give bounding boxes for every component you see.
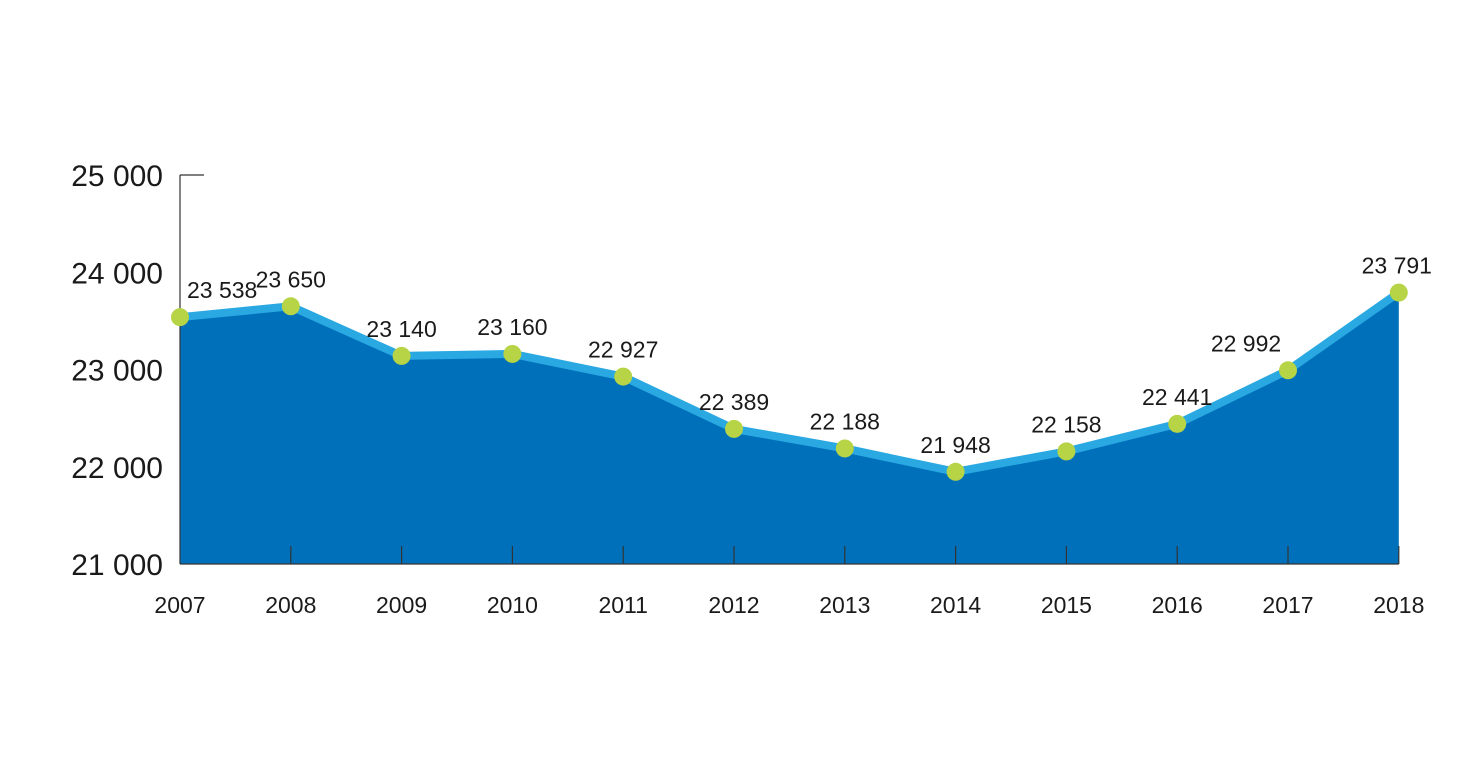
y-tick-label: 24 000 (71, 257, 163, 290)
data-label: 23 140 (366, 316, 436, 342)
x-tick-label: 2014 (930, 592, 981, 618)
area-fill (180, 292, 1399, 564)
x-tick-label: 2008 (265, 592, 316, 618)
data-point (946, 462, 965, 481)
series-line (176, 288, 1403, 476)
data-label: 23 538 (187, 277, 257, 303)
x-tick-label: 2017 (1262, 592, 1313, 618)
data-point (1168, 414, 1187, 433)
x-tick-label: 2007 (154, 592, 205, 618)
data-label: 22 188 (810, 408, 880, 434)
data-label: 22 441 (1142, 384, 1212, 410)
data-point (281, 297, 300, 316)
data-point (1389, 283, 1408, 302)
data-label: 22 158 (1031, 411, 1101, 437)
x-tick-label: 2009 (376, 592, 427, 618)
data-point (171, 308, 189, 327)
data-point (614, 367, 633, 386)
x-tick-label: 2013 (819, 592, 870, 618)
y-tick-label: 23 000 (71, 355, 163, 388)
y-tick-label: 21 000 (71, 549, 163, 582)
y-tick-label: 22 000 (71, 452, 163, 485)
data-label: 22 992 (1211, 330, 1281, 356)
data-point (1057, 442, 1076, 461)
x-tick-label: 2010 (487, 592, 538, 618)
y-tick-label: 25 000 (71, 160, 163, 193)
x-tick-label: 2016 (1152, 592, 1203, 618)
x-tick-label: 2012 (708, 592, 759, 618)
data-point (1279, 361, 1297, 380)
data-label: 22 389 (699, 389, 769, 415)
x-tick-label: 2011 (598, 592, 647, 618)
x-tick-label: 2018 (1373, 592, 1424, 618)
data-point (503, 344, 522, 363)
data-label: 23 791 (1362, 253, 1432, 279)
data-point (725, 419, 743, 438)
data-point (835, 439, 854, 458)
x-tick-label: 2015 (1041, 592, 1092, 618)
data-label: 21 948 (920, 432, 990, 458)
data-point (392, 346, 411, 365)
data-label: 23 160 (477, 314, 547, 340)
data-label: 22 927 (588, 337, 658, 363)
data-label: 23 650 (256, 266, 326, 292)
